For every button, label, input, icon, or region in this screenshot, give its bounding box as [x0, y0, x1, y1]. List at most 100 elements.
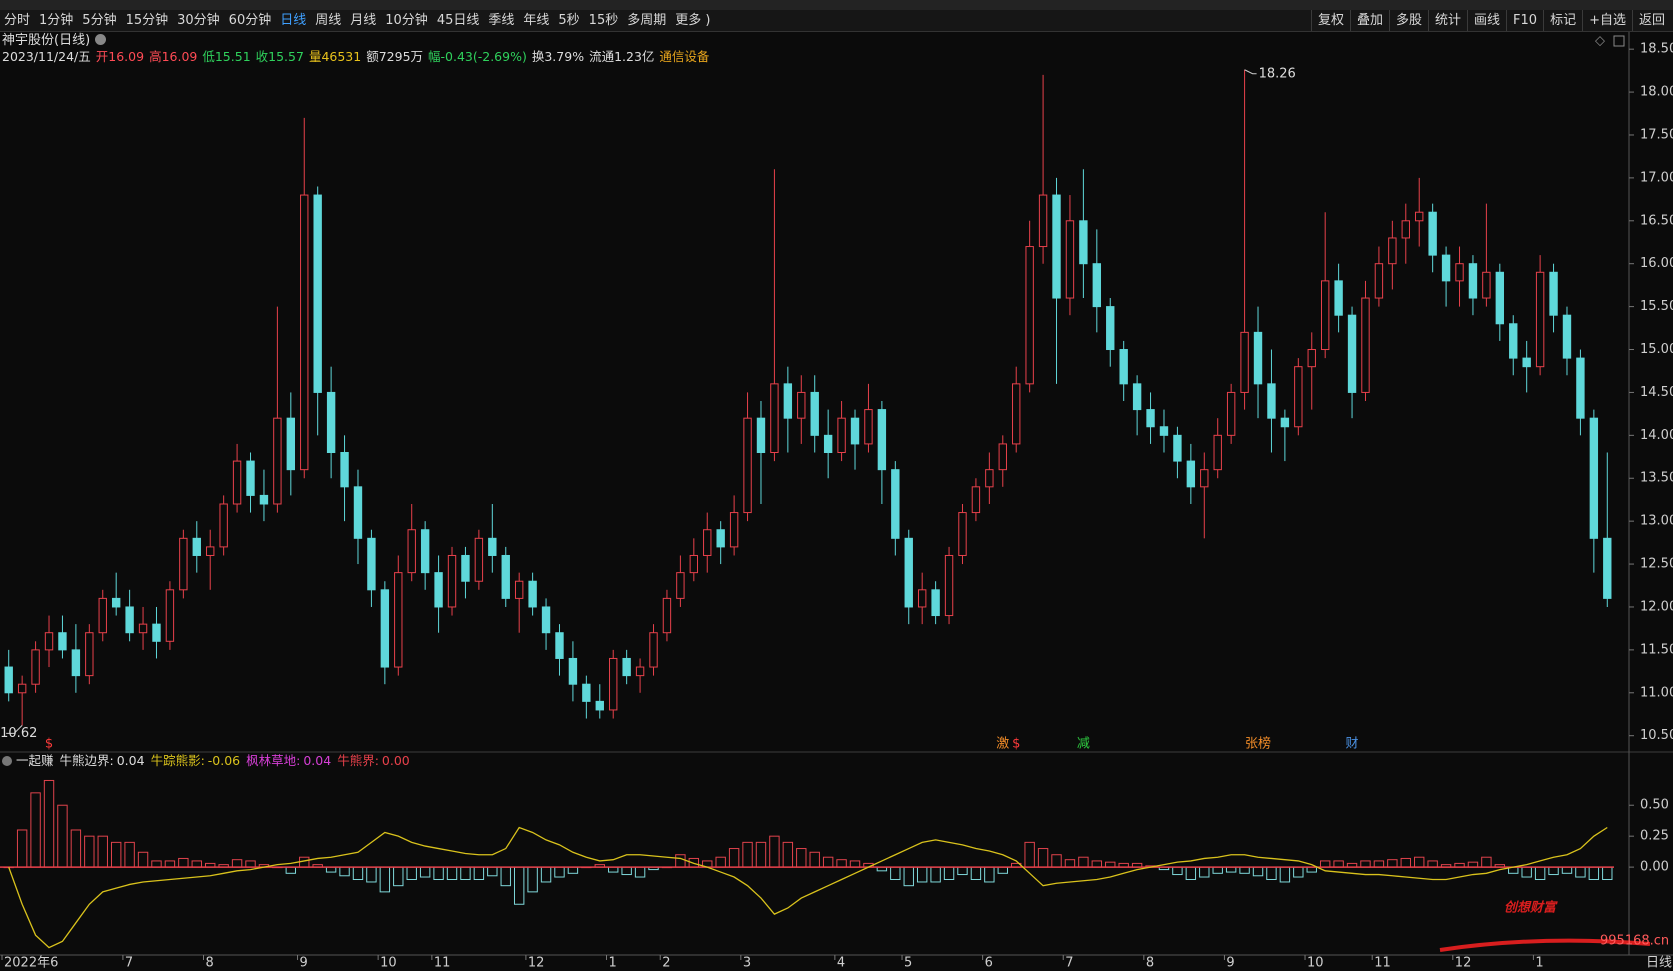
event-marker: $ [1012, 737, 1020, 752]
period-tab[interactable]: 月线 [350, 13, 377, 28]
candle-body [380, 589, 390, 668]
candle-body [864, 409, 873, 445]
candle-body [246, 460, 255, 496]
x-tick-label: 7 [125, 956, 133, 971]
period-tab[interactable]: 1分钟 [39, 13, 74, 28]
histogram-bar [500, 866, 511, 887]
tool-button[interactable]: F10 [1506, 10, 1543, 31]
period-tab[interactable]: 60分钟 [228, 13, 272, 28]
candle-body [1052, 194, 1061, 299]
title-icon [95, 34, 107, 45]
histogram-bar [151, 860, 162, 868]
histogram-bar [527, 866, 538, 893]
candle-body [743, 417, 752, 514]
icon-window[interactable] [1613, 35, 1625, 47]
candle-body [192, 537, 201, 556]
tool-button[interactable]: 返回 [1631, 10, 1671, 31]
candle-body [1253, 331, 1263, 385]
y-tick-label: 12.00 [1640, 599, 1673, 614]
candle-body [958, 512, 967, 556]
period-tab[interactable]: 更多 ) [675, 13, 711, 28]
tool-button[interactable]: 叠加 [1349, 10, 1389, 31]
period-tab[interactable]: 45日线 [436, 13, 480, 28]
period-tab[interactable]: 周线 [315, 13, 342, 28]
candle-body [300, 194, 309, 471]
candle-body [985, 469, 994, 488]
y-tick-label: 15.00 [1640, 342, 1673, 357]
candle-body [44, 632, 54, 651]
histogram-bar [1064, 859, 1076, 868]
icon-diamond[interactable]: ◇ [1595, 34, 1605, 49]
histogram-bar [393, 866, 404, 887]
candle-body [703, 529, 712, 556]
candle-body [1267, 383, 1276, 419]
candle-body [891, 469, 900, 539]
period-tab[interactable]: 季线 [488, 13, 515, 28]
event-marker: 张榜 [1245, 736, 1271, 752]
histogram-bar [178, 857, 189, 868]
histogram-bar [554, 866, 565, 878]
histogram-bar [245, 860, 256, 868]
tool-button[interactable]: 统计 [1428, 10, 1467, 31]
tool-button[interactable]: +自选 [1582, 10, 1632, 31]
period-tab[interactable]: 5秒 [558, 13, 580, 28]
candle-body [1334, 280, 1343, 316]
histogram-bar [124, 841, 135, 868]
period-tab[interactable]: 30分钟 [177, 13, 220, 28]
histogram-bar [1279, 866, 1291, 883]
candle-body [716, 529, 725, 548]
histogram-bar [1588, 866, 1600, 880]
tool-button[interactable]: 复权 [1310, 10, 1350, 31]
quote-field: 收15.57 [255, 49, 304, 64]
period-tab[interactable]: 日线 [280, 13, 307, 28]
y-tick-label: 17.00 [1640, 170, 1673, 185]
period-tab[interactable]: 多周期 [627, 13, 667, 28]
histogram-bar [1400, 857, 1411, 868]
candle-body [1522, 357, 1531, 368]
candle-body [904, 537, 913, 608]
period-tab[interactable]: 分时 [4, 13, 31, 28]
period-tab[interactable]: 年线 [523, 13, 550, 28]
y-tick-label: 11.50 [1640, 642, 1673, 657]
candle-body [1213, 434, 1222, 471]
x-tick-label: 2022年6 [4, 956, 58, 971]
candle-body [407, 529, 416, 574]
tool-button[interactable]: 多股 [1388, 10, 1428, 31]
tool-button[interactable]: 标记 [1543, 10, 1582, 31]
histogram-bar [1360, 860, 1371, 868]
histogram-bar [769, 835, 780, 868]
candle-body [528, 580, 537, 608]
period-tab[interactable]: 10分钟 [385, 13, 428, 28]
histogram-bar [84, 835, 95, 868]
period-tab[interactable]: 15秒 [588, 13, 619, 28]
y-tick-label: 15.50 [1640, 299, 1673, 314]
histogram-bar [890, 866, 901, 880]
histogram-bar [16, 829, 28, 868]
histogram-bar [675, 854, 686, 868]
candle-body [85, 632, 94, 677]
period-tab[interactable]: 15分钟 [125, 13, 169, 28]
candle-body [1012, 383, 1021, 445]
quote-field: 量46531 [308, 49, 362, 64]
tool-button[interactable]: 画线 [1467, 10, 1506, 31]
histogram-bar [1239, 866, 1250, 874]
histogram-bar [339, 866, 350, 877]
y-tick-label: 0.00 [1640, 860, 1669, 875]
quote-field: 额7295万 [366, 49, 424, 64]
stock-name: 神宇股份(日线) [2, 33, 91, 48]
candle-body [514, 580, 524, 599]
candle-body [434, 572, 443, 608]
candle-body [582, 683, 591, 702]
candle-body [649, 632, 658, 668]
legend-name: 牛踪熊影: [150, 753, 205, 768]
histogram-bar [1266, 866, 1277, 880]
histogram-bar [1078, 856, 1089, 868]
period-tab[interactable]: 5分钟 [82, 13, 117, 28]
histogram-bar [352, 866, 364, 880]
quote-field: 换3.79% [531, 49, 585, 64]
candle-body [1106, 306, 1115, 351]
candle-body [125, 606, 134, 634]
histogram-bar [70, 829, 82, 868]
candle-body [1119, 349, 1128, 385]
candle-body [17, 683, 27, 694]
